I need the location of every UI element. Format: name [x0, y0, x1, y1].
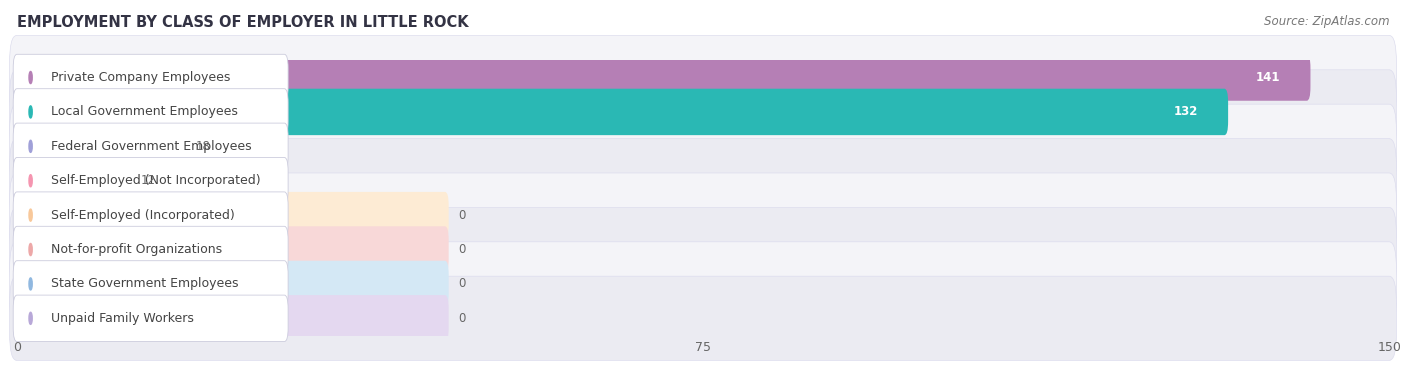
Text: Federal Government Employees: Federal Government Employees — [51, 140, 252, 153]
Text: 141: 141 — [1256, 71, 1279, 84]
Circle shape — [30, 106, 32, 118]
FancyBboxPatch shape — [13, 89, 1227, 135]
Circle shape — [30, 209, 32, 221]
FancyBboxPatch shape — [10, 173, 1396, 257]
FancyBboxPatch shape — [10, 104, 1396, 188]
FancyBboxPatch shape — [13, 295, 449, 342]
Text: Not-for-profit Organizations: Not-for-profit Organizations — [51, 243, 222, 256]
FancyBboxPatch shape — [13, 123, 186, 170]
FancyBboxPatch shape — [10, 242, 1396, 326]
FancyBboxPatch shape — [13, 89, 288, 135]
Circle shape — [30, 278, 32, 290]
Text: 0: 0 — [458, 277, 467, 290]
FancyBboxPatch shape — [1230, 60, 1305, 96]
FancyBboxPatch shape — [13, 192, 288, 238]
FancyBboxPatch shape — [13, 261, 288, 307]
FancyBboxPatch shape — [10, 139, 1396, 223]
FancyBboxPatch shape — [13, 192, 449, 238]
FancyBboxPatch shape — [1149, 94, 1223, 130]
FancyBboxPatch shape — [10, 70, 1396, 154]
FancyBboxPatch shape — [13, 226, 288, 273]
FancyBboxPatch shape — [13, 226, 449, 273]
Text: Self-Employed (Not Incorporated): Self-Employed (Not Incorporated) — [51, 174, 260, 187]
FancyBboxPatch shape — [13, 158, 131, 204]
Text: 18: 18 — [195, 140, 209, 153]
FancyBboxPatch shape — [10, 207, 1396, 292]
Text: Unpaid Family Workers: Unpaid Family Workers — [51, 312, 194, 325]
FancyBboxPatch shape — [13, 158, 288, 204]
Text: Local Government Employees: Local Government Employees — [51, 106, 238, 118]
Text: 0: 0 — [458, 208, 467, 222]
FancyBboxPatch shape — [10, 276, 1396, 360]
Text: Private Company Employees: Private Company Employees — [51, 71, 231, 84]
FancyBboxPatch shape — [13, 261, 449, 307]
FancyBboxPatch shape — [10, 35, 1396, 120]
Circle shape — [30, 244, 32, 256]
FancyBboxPatch shape — [13, 295, 288, 342]
FancyBboxPatch shape — [13, 54, 288, 101]
Text: 0: 0 — [458, 243, 467, 256]
FancyBboxPatch shape — [13, 54, 1310, 101]
Text: 0: 0 — [458, 312, 467, 325]
Circle shape — [30, 175, 32, 187]
Circle shape — [30, 312, 32, 324]
FancyBboxPatch shape — [13, 123, 288, 170]
Text: EMPLOYMENT BY CLASS OF EMPLOYER IN LITTLE ROCK: EMPLOYMENT BY CLASS OF EMPLOYER IN LITTL… — [17, 15, 468, 30]
Circle shape — [30, 140, 32, 152]
Text: 132: 132 — [1174, 106, 1198, 118]
Circle shape — [30, 72, 32, 84]
Text: 12: 12 — [141, 174, 156, 187]
Text: State Government Employees: State Government Employees — [51, 277, 238, 290]
Text: Self-Employed (Incorporated): Self-Employed (Incorporated) — [51, 208, 235, 222]
Text: Source: ZipAtlas.com: Source: ZipAtlas.com — [1264, 15, 1389, 28]
